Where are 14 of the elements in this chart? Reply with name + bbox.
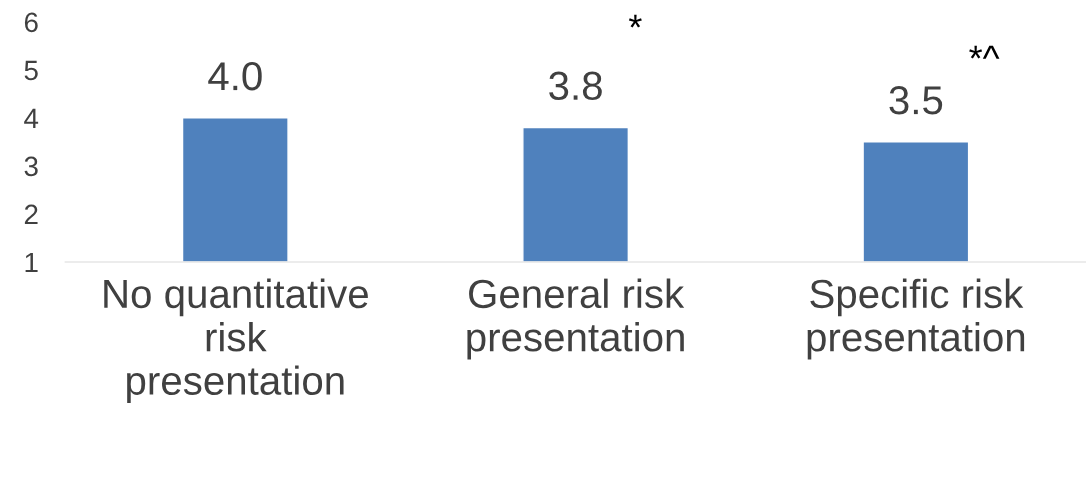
- data-label: 4.0: [208, 61, 262, 91]
- data-label: 3.5: [889, 85, 943, 115]
- y-tick-label: 4: [24, 108, 39, 128]
- y-tick-label: 6: [24, 12, 38, 33]
- annotation: *: [628, 14, 642, 28]
- x-tick-label: General risk presentation: [467, 278, 685, 360]
- data-label: 3.8: [549, 71, 602, 101]
- y-tick-label: 3: [24, 156, 38, 177]
- y-tick-label: 1: [25, 252, 38, 273]
- x-tick-label: No quantitative risk presentation: [104, 278, 368, 403]
- annotation: *^: [969, 45, 1000, 59]
- y-tick-label: 5: [24, 60, 38, 81]
- x-tick-label: Specific risk presentation: [807, 278, 1025, 360]
- y-tick-label: 2: [24, 204, 38, 224]
